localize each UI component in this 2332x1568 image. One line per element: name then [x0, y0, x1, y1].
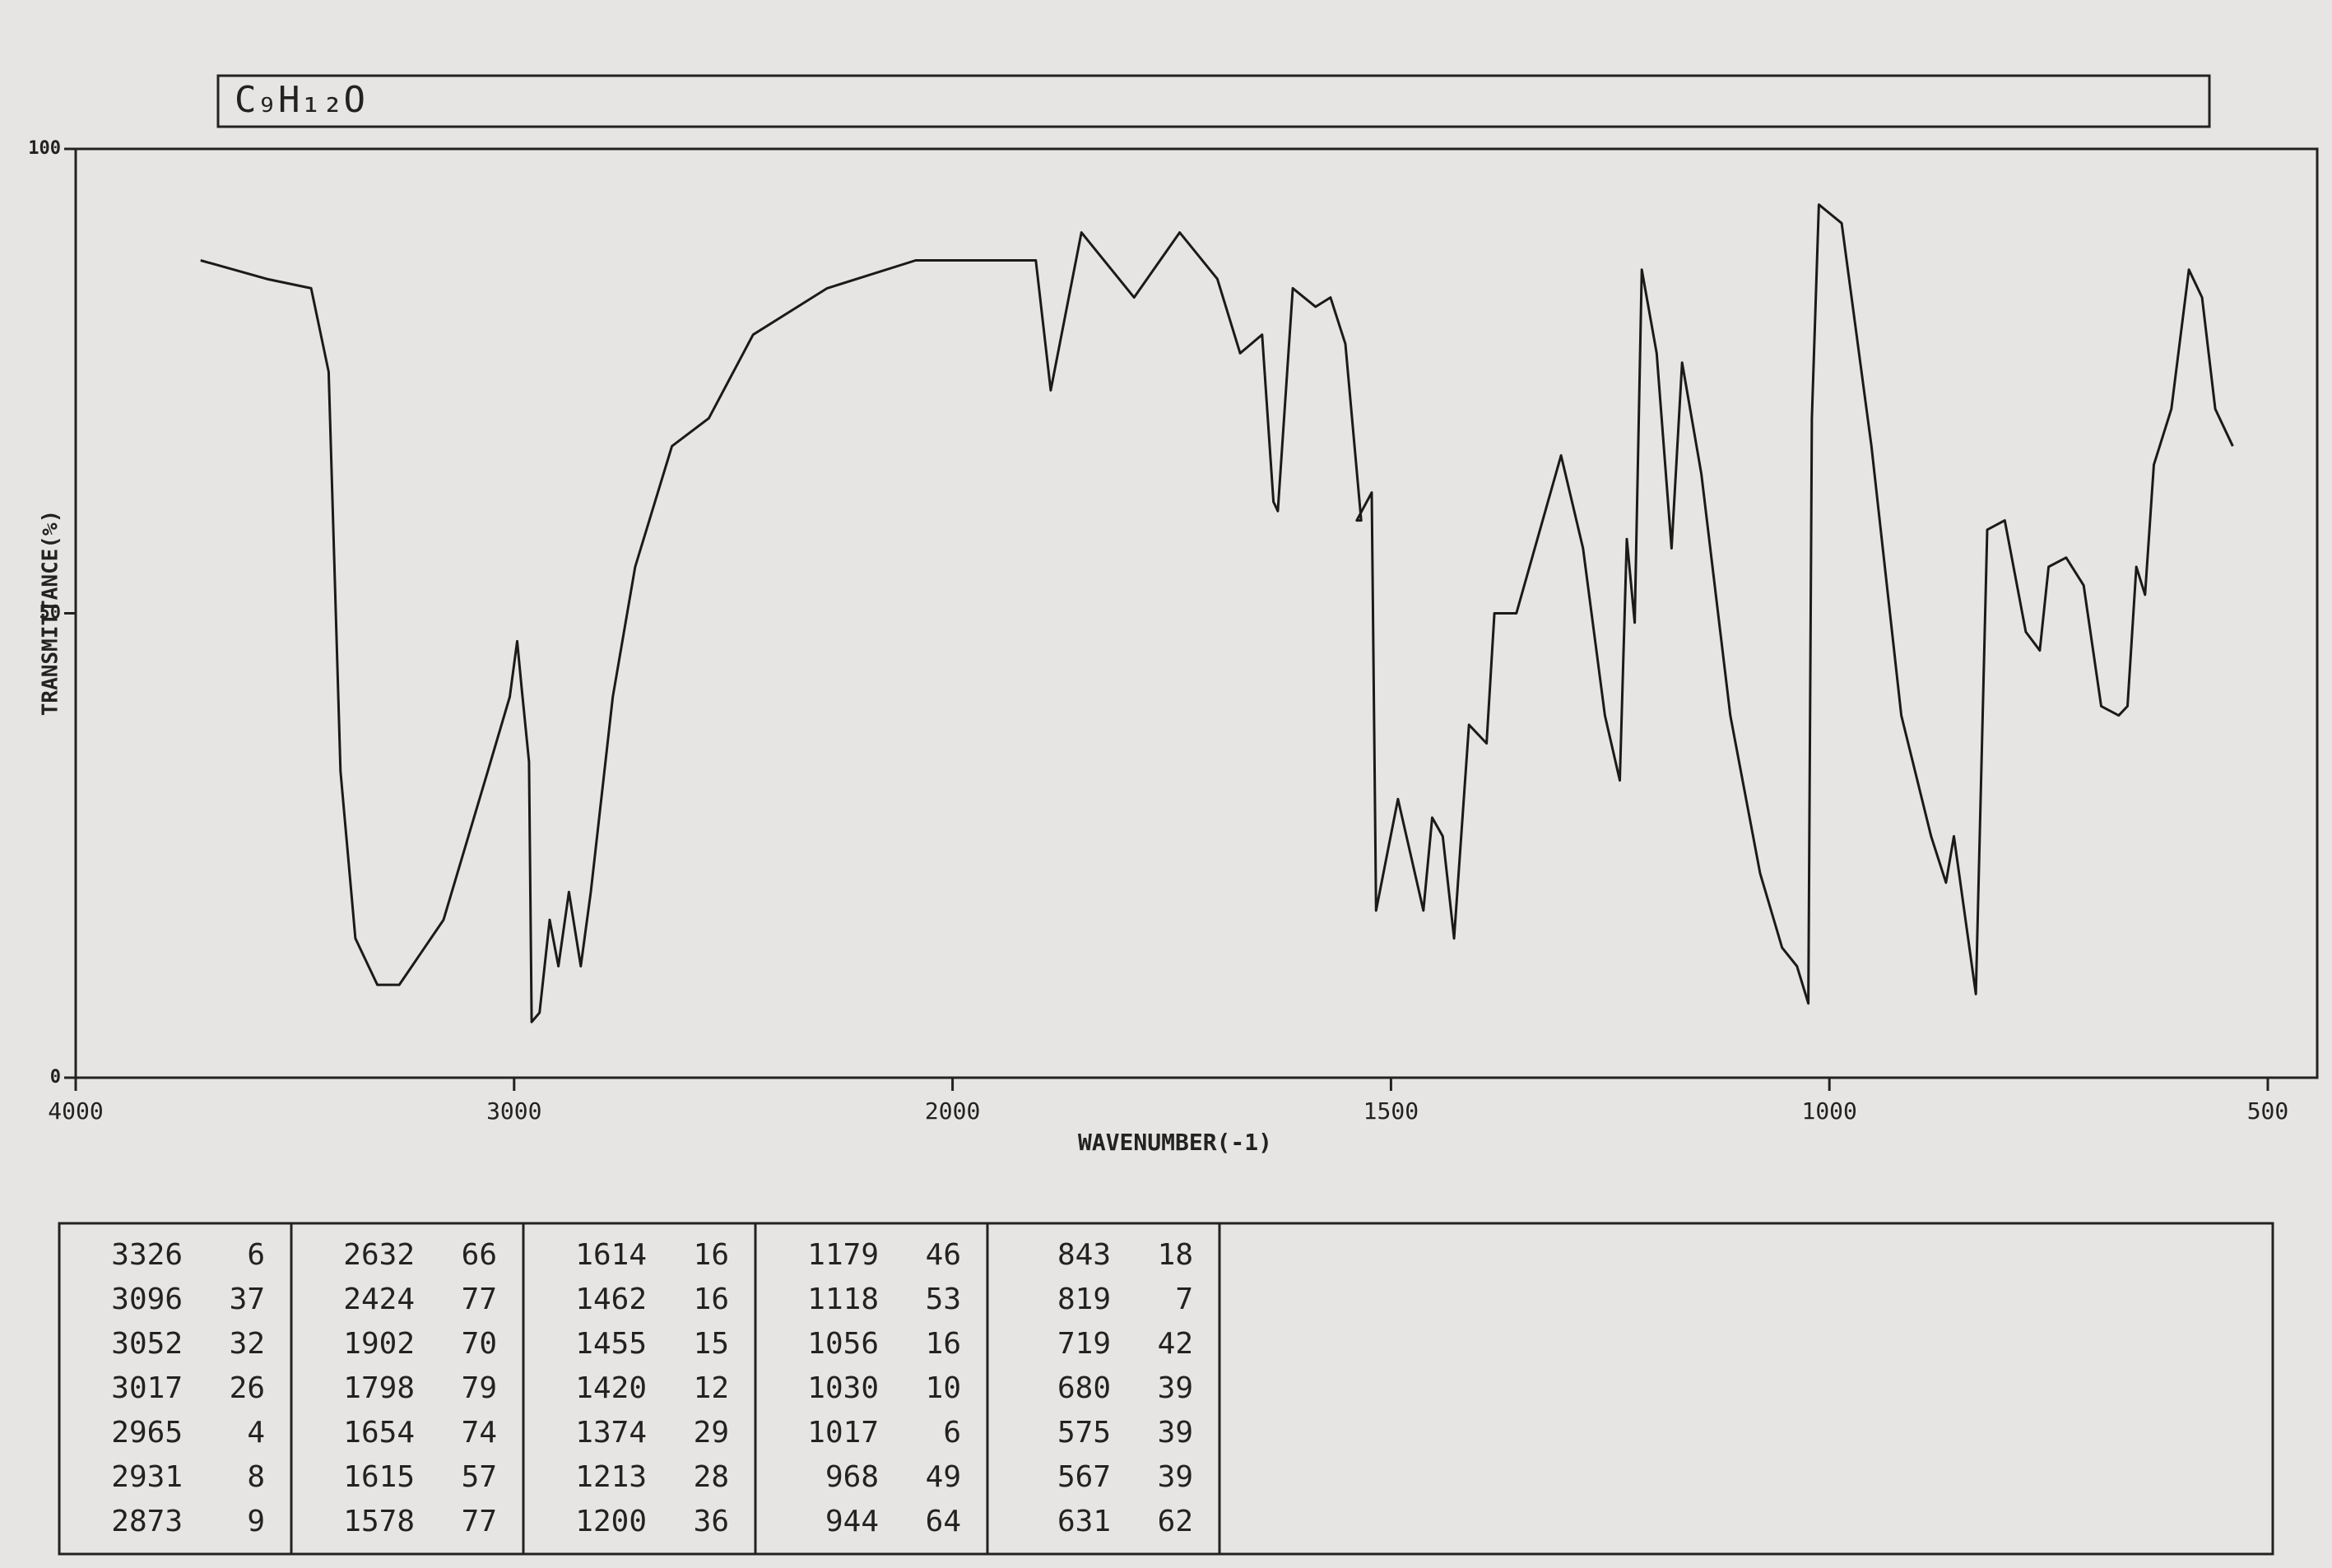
peak-wavenumber: 3017: [111, 1371, 183, 1405]
x-axis-label: WAVENUMBER(-1): [1078, 1129, 1272, 1156]
peak-wavenumber: 2424: [343, 1283, 415, 1316]
peak-transmittance: 4: [247, 1416, 265, 1450]
peak-wavenumber: 944: [825, 1505, 879, 1538]
spectrum-line: [200, 203, 2234, 1023]
peak-transmittance: 62: [1158, 1505, 1193, 1538]
peak-wavenumber: 575: [1057, 1416, 1111, 1450]
x-tick-label: 500: [2247, 1097, 2289, 1125]
peak-transmittance: 42: [1158, 1327, 1193, 1361]
peak-wavenumber: 1614: [575, 1238, 647, 1272]
peak-transmittance: 37: [230, 1283, 265, 1316]
peak-transmittance: 6: [247, 1238, 265, 1272]
peak-transmittance: 53: [926, 1283, 961, 1316]
peak-wavenumber: 680: [1057, 1371, 1111, 1405]
y-tick-label: 0: [50, 1067, 61, 1088]
peak-wavenumber: 1374: [575, 1416, 647, 1450]
peak-wavenumber: 1455: [575, 1327, 647, 1361]
peak-transmittance: 10: [926, 1371, 961, 1405]
y-tick-label: 100: [28, 138, 61, 159]
peak-transmittance: 49: [926, 1460, 961, 1494]
peak-transmittance: 77: [462, 1283, 497, 1316]
peak-wavenumber: 719: [1057, 1327, 1111, 1361]
peak-wavenumber: 819: [1057, 1283, 1111, 1316]
title-box: [216, 74, 2211, 128]
peak-transmittance: 66: [462, 1238, 497, 1272]
peak-wavenumber: 968: [825, 1460, 879, 1494]
peak-transmittance: 7: [1175, 1283, 1193, 1316]
x-tick-label: 1000: [1801, 1097, 1856, 1125]
peak-transmittance: 6: [943, 1416, 961, 1450]
peak-wavenumber: 1179: [807, 1238, 879, 1272]
y-axis-label: TRANSMITTANCE(%): [39, 510, 63, 716]
peak-wavenumber: 2965: [111, 1416, 183, 1450]
peak-transmittance: 36: [694, 1505, 729, 1538]
peak-wavenumber: 3326: [111, 1238, 183, 1272]
peak-wavenumber: 1030: [807, 1371, 879, 1405]
peak-transmittance: 16: [694, 1238, 729, 1272]
peak-transmittance: 39: [1158, 1371, 1193, 1405]
peak-wavenumber: 1118: [807, 1283, 879, 1316]
table-frame: [58, 1222, 2274, 1556]
x-tick-label: 4000: [48, 1097, 103, 1125]
peak-wavenumber: 631: [1057, 1505, 1111, 1538]
peak-transmittance: 29: [694, 1416, 729, 1450]
peak-transmittance: 64: [926, 1505, 961, 1538]
peak-transmittance: 77: [462, 1505, 497, 1538]
peak-wavenumber: 567: [1057, 1460, 1111, 1494]
peak-wavenumber: 1798: [343, 1371, 415, 1405]
peak-wavenumber: 1420: [575, 1371, 647, 1405]
peak-transmittance: 15: [694, 1327, 729, 1361]
peak-wavenumber: 1017: [807, 1416, 879, 1450]
peak-wavenumber: 1654: [343, 1416, 415, 1450]
peak-transmittance: 39: [1158, 1460, 1193, 1494]
peak-transmittance: 16: [694, 1283, 729, 1316]
peak-wavenumber: 843: [1057, 1238, 1111, 1272]
peak-transmittance: 74: [462, 1416, 497, 1450]
y-tick-label: 50: [39, 603, 62, 624]
peak-transmittance: 28: [694, 1460, 729, 1494]
peak-wavenumber: 1462: [575, 1283, 647, 1316]
peak-wavenumber: 3052: [111, 1327, 183, 1361]
peak-wavenumber: 2931: [111, 1460, 183, 1494]
peak-transmittance: 26: [230, 1371, 265, 1405]
peak-transmittance: 32: [230, 1327, 265, 1361]
chart-title: C₉H₁₂O: [235, 79, 365, 121]
peak-wavenumber: 2873: [111, 1505, 183, 1538]
peak-wavenumber: 1213: [575, 1460, 647, 1494]
peak-wavenumber: 2632: [343, 1238, 415, 1272]
peak-transmittance: 9: [247, 1505, 265, 1538]
peak-wavenumber: 1056: [807, 1327, 879, 1361]
x-tick-label: 1500: [1363, 1097, 1419, 1125]
peak-transmittance: 16: [926, 1327, 961, 1361]
peak-wavenumber: 1200: [575, 1505, 647, 1538]
peak-wavenumber: 1615: [343, 1460, 415, 1494]
x-tick-label: 2000: [925, 1097, 980, 1125]
peak-transmittance: 12: [694, 1371, 729, 1405]
peak-transmittance: 57: [462, 1460, 497, 1494]
peak-wavenumber: 1902: [343, 1327, 415, 1361]
peak-wavenumber: 3096: [111, 1283, 183, 1316]
peak-transmittance: 18: [1158, 1238, 1193, 1272]
peak-transmittance: 8: [247, 1460, 265, 1494]
peak-transmittance: 46: [926, 1238, 961, 1272]
peak-transmittance: 39: [1158, 1416, 1193, 1450]
peak-wavenumber: 1578: [343, 1505, 415, 1538]
peak-transmittance: 70: [462, 1327, 497, 1361]
x-tick-label: 3000: [486, 1097, 541, 1125]
peak-transmittance: 79: [462, 1371, 497, 1405]
